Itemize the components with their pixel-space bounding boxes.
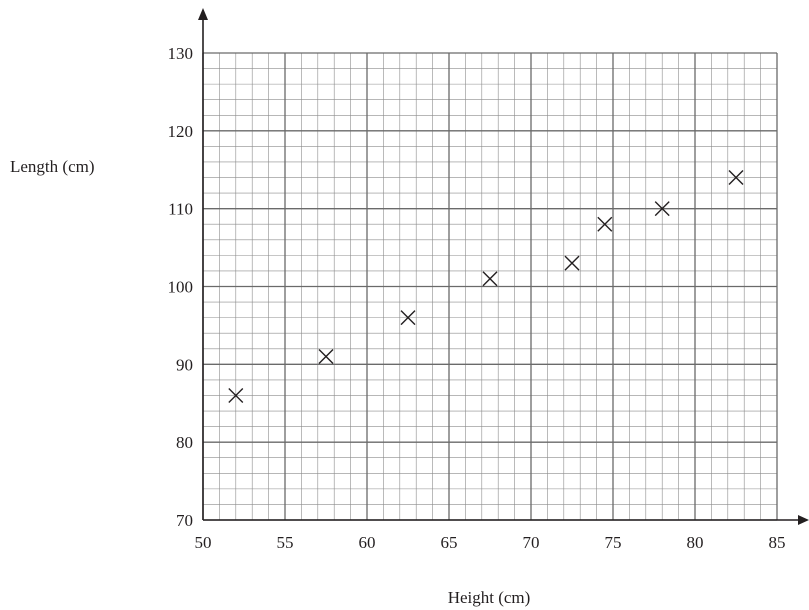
data-point-cross: [228, 387, 244, 403]
axes: [198, 8, 809, 525]
cross-stroke: [654, 201, 670, 217]
data-point-cross: [654, 201, 670, 217]
y-axis-label: Length (cm): [10, 157, 95, 176]
x-tick-label: 55: [277, 533, 294, 552]
cross-stroke: [597, 216, 613, 232]
y-tick-labels: 70 80 90 100 110 120 130: [168, 44, 194, 530]
data-point-cross: [597, 216, 613, 232]
x-tick-label: 50: [195, 533, 212, 552]
data-point-cross: [564, 255, 580, 271]
y-tick-label: 130: [168, 44, 194, 63]
cross-stroke: [318, 349, 334, 365]
x-tick-label: 70: [523, 533, 540, 552]
data-point-cross: [482, 271, 498, 287]
x-tick-labels: 50 55 60 65 70 75 80 85: [195, 533, 786, 552]
x-tick-label: 65: [441, 533, 458, 552]
x-tick-label: 75: [605, 533, 622, 552]
data-point-cross: [318, 349, 334, 365]
y-tick-label: 120: [168, 122, 194, 141]
x-tick-label: 85: [769, 533, 786, 552]
x-tick-label: 60: [359, 533, 376, 552]
data-point-cross: [728, 170, 744, 186]
y-tick-label: 100: [168, 278, 194, 297]
data-point-cross: [400, 310, 416, 326]
cross-stroke: [400, 310, 416, 326]
x-axis-label: Height (cm): [448, 588, 531, 607]
y-tick-label: 80: [176, 433, 193, 452]
cross-stroke: [728, 170, 744, 186]
y-tick-label: 110: [168, 200, 193, 219]
y-axis-arrow: [198, 8, 208, 20]
cross-stroke: [564, 255, 580, 271]
x-axis-arrow: [798, 515, 809, 525]
cross-stroke: [482, 271, 498, 287]
y-tick-label: 70: [176, 511, 193, 530]
y-tick-label: 90: [176, 355, 193, 374]
x-tick-label: 80: [687, 533, 704, 552]
cross-stroke: [228, 387, 244, 403]
major-grid: [202, 52, 778, 521]
data-points: [228, 170, 744, 403]
